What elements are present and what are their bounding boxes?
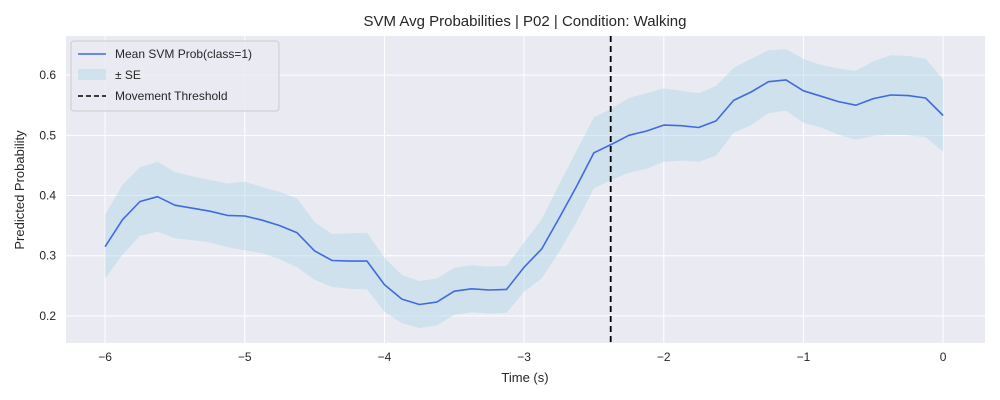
mean-prob-line [104,79,944,306]
y-tick-label: 0.6 [39,68,56,82]
x-tick-label: −2 [657,350,671,364]
legend-box [70,40,280,112]
y-tick-label: 0.2 [39,309,56,323]
y-tick-label: 0.5 [39,128,56,142]
x-tick-label: −6 [98,350,112,364]
line-layer [104,79,944,306]
band-layer [105,49,944,328]
y-tick-labels: 0.2 0.3 0.4 0.5 0.6 [39,68,56,323]
x-tick-label: 0 [940,350,947,364]
x-tick-label: −4 [378,350,392,364]
legend-label-mean: Mean SVM Prob(class=1) [115,47,252,61]
x-tick-label: −5 [238,350,252,364]
x-tick-label: −3 [517,350,531,364]
y-tick-label: 0.3 [39,249,56,263]
legend: Mean SVM Prob(class=1) ± SE Movement Thr… [70,40,280,112]
legend-label-threshold: Movement Threshold [115,89,228,103]
y-tick-label: 0.4 [39,189,56,203]
legend-band-swatch [78,69,106,80]
x-tick-labels: −6 −5 −4 −3 −2 −1 0 [98,350,946,364]
y-axis-label: Predicted Probability [12,130,27,250]
se-band [105,49,944,328]
x-axis-label: Time (s) [501,370,548,385]
chart-title: SVM Avg Probabilities | P02 | Condition:… [364,13,687,30]
x-tick-label: −1 [797,350,811,364]
grid-layer [66,36,985,343]
legend-label-se: ± SE [115,68,141,82]
